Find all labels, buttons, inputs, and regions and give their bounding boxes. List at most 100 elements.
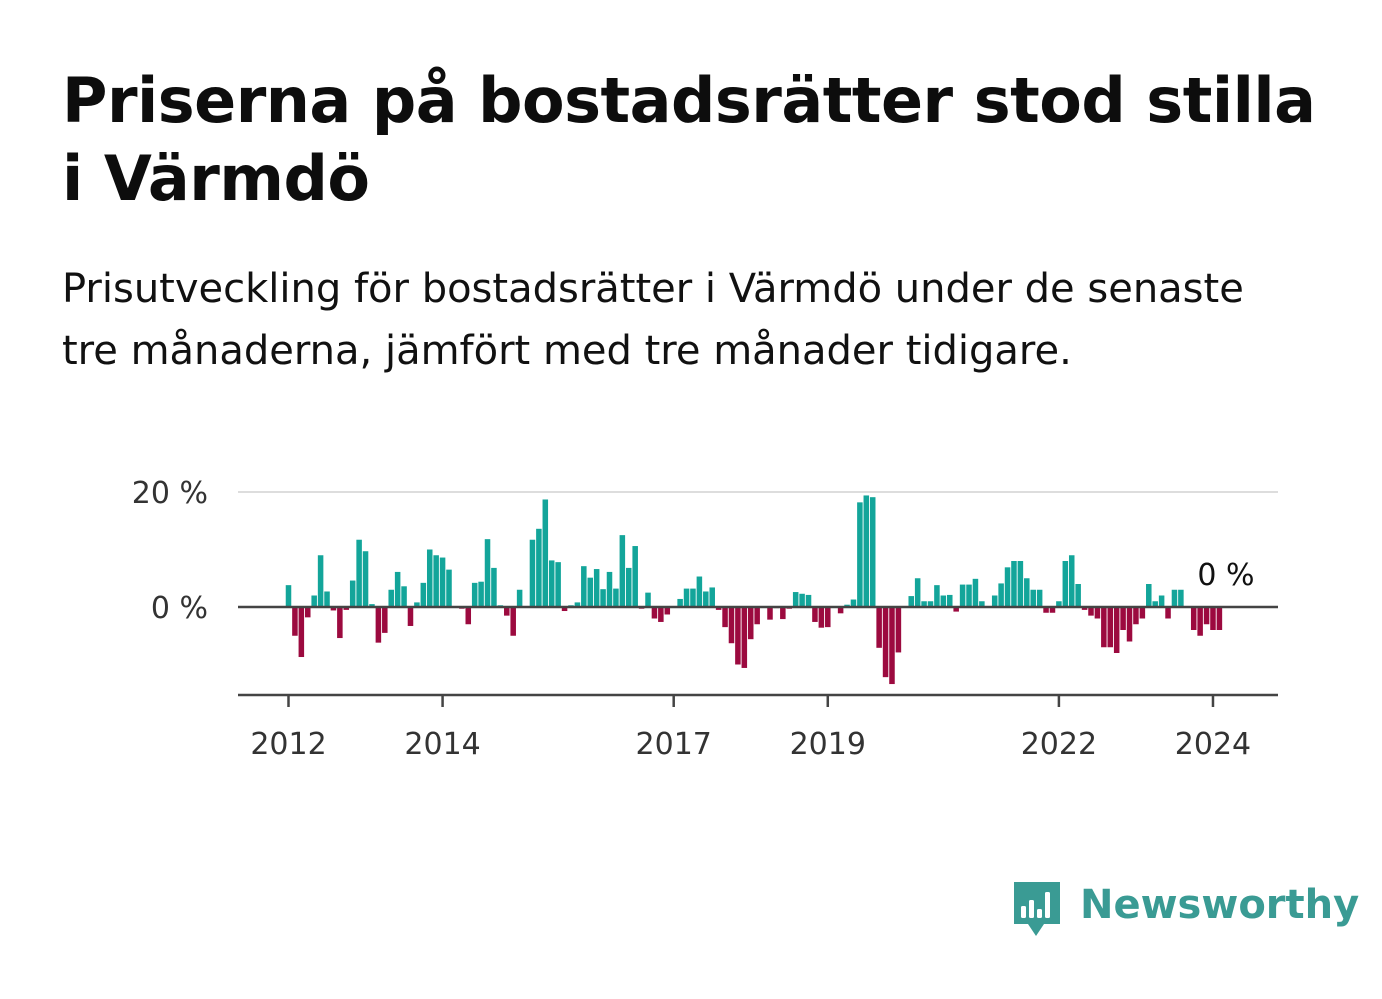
bar: [934, 585, 940, 607]
bar: [298, 607, 305, 658]
bar: [722, 607, 728, 628]
bar: [837, 607, 844, 614]
brand-logo: Newsworthy: [1012, 880, 1359, 940]
bar: [574, 602, 581, 607]
bar: [780, 607, 786, 620]
bar: [792, 592, 799, 607]
bar: [1081, 607, 1088, 610]
bar: [709, 587, 715, 607]
bar: [465, 607, 472, 625]
bar: [311, 595, 317, 607]
bar: [979, 601, 985, 607]
x-tick-label: 2012: [250, 727, 326, 762]
bar: [626, 567, 632, 607]
chart-subtitle: Prisutveckling för bostadsrätter i Värmd…: [62, 266, 1244, 374]
bar: [1017, 561, 1024, 607]
bar: [683, 588, 690, 607]
bar: [426, 549, 433, 607]
bar: [959, 584, 966, 608]
bar: [593, 569, 600, 607]
bar: [876, 607, 882, 648]
bar: [439, 557, 446, 607]
bar: [1126, 607, 1133, 642]
bar: [343, 607, 350, 610]
bar: [1146, 584, 1152, 607]
chart-title: Priserna på bostadsrätter stod stilla i …: [62, 64, 1316, 215]
bar: [690, 588, 696, 607]
bar: [362, 551, 369, 607]
bar: [1056, 601, 1062, 607]
bar: [420, 582, 427, 607]
bar: [1216, 607, 1223, 630]
y-axis-labels: 20 % 0 %: [132, 476, 208, 626]
bar: [471, 582, 478, 607]
bar: [972, 578, 979, 608]
bar: [1030, 589, 1036, 607]
bar: [375, 607, 382, 643]
bar: [754, 607, 760, 625]
bar: [369, 604, 375, 608]
bar: [536, 528, 542, 607]
bar: [1120, 607, 1126, 630]
bar: [805, 594, 812, 607]
bar: [882, 607, 889, 678]
bar: [1094, 607, 1101, 619]
bar: [504, 607, 510, 616]
bar: [587, 577, 593, 607]
bar: [1101, 607, 1107, 648]
bar: [1139, 607, 1146, 619]
bar: [715, 607, 722, 610]
bars: [285, 495, 1223, 685]
y-tick-label: 20 %: [132, 476, 208, 511]
bar: [1152, 601, 1158, 607]
bar: [548, 560, 555, 607]
bar: [799, 593, 805, 607]
bar: [850, 599, 857, 607]
bar: [632, 546, 638, 607]
bar: [703, 591, 709, 608]
bar: [767, 607, 773, 620]
bar: [382, 607, 388, 633]
bar: [478, 581, 484, 607]
bar: [1024, 578, 1030, 607]
bar: [433, 555, 439, 607]
bar: [895, 607, 902, 653]
last-value-label: 0 %: [1197, 558, 1254, 593]
bar: [1165, 607, 1171, 619]
bar: [581, 566, 587, 607]
bar: [908, 596, 914, 607]
bar: [414, 602, 420, 607]
bar: [324, 591, 330, 608]
bar: [491, 567, 497, 607]
x-tick-label: 2019: [790, 727, 866, 762]
bar: [825, 607, 831, 628]
bar: [1203, 607, 1210, 625]
bar: [356, 539, 362, 607]
bar: [857, 502, 863, 607]
bar: [1004, 567, 1011, 608]
x-tick-label: 2017: [636, 727, 712, 762]
bar: [747, 607, 754, 640]
bar: [889, 607, 895, 685]
bar: [1075, 584, 1081, 607]
bar: [664, 607, 671, 615]
bar: [330, 607, 337, 611]
bar: [651, 607, 658, 619]
bar: [966, 584, 972, 608]
bar: [446, 569, 452, 608]
bar-chart-speech-bubble-icon: [1014, 882, 1060, 936]
bar: [1158, 595, 1165, 607]
x-tick-label: 2022: [1021, 727, 1097, 762]
bar: [401, 586, 407, 607]
bar: [1036, 589, 1043, 607]
bar: [613, 588, 619, 607]
bar: [1062, 561, 1069, 607]
bar: [1113, 607, 1120, 653]
bar: [812, 607, 818, 622]
bar: [292, 607, 298, 636]
bar: [1210, 607, 1216, 630]
bar: [516, 589, 523, 607]
bar: [677, 598, 683, 607]
bar: [998, 583, 1004, 607]
bar: [947, 594, 953, 607]
